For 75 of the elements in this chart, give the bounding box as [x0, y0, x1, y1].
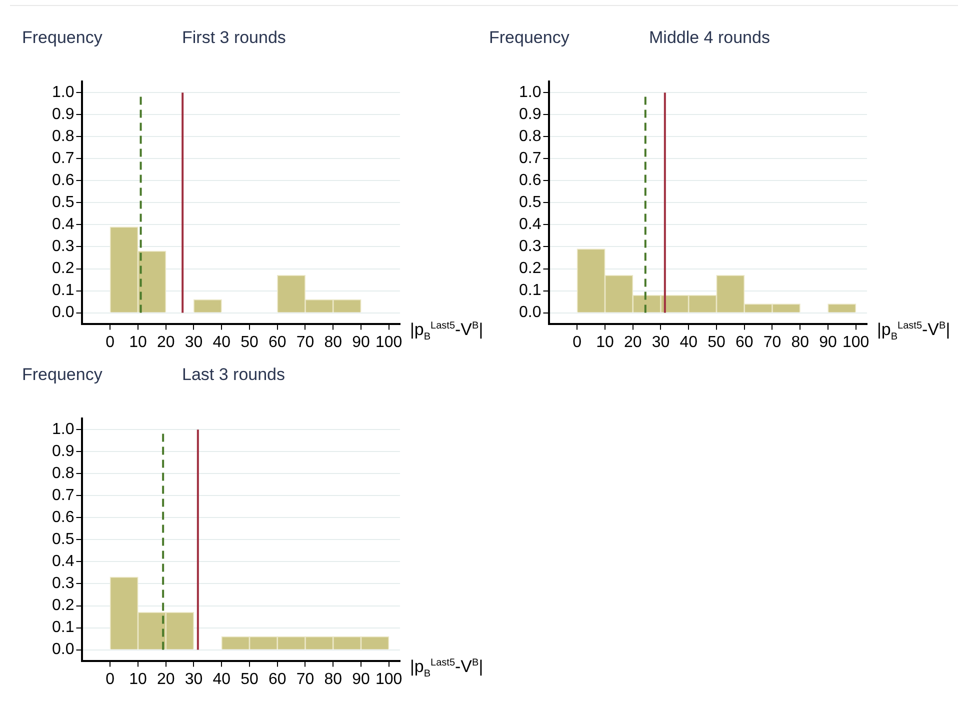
x-tick-label: 50 [240, 334, 258, 351]
x-tick-label: 60 [268, 670, 286, 688]
x-tick-label: 80 [324, 334, 342, 351]
x-tick-label: 70 [763, 334, 782, 351]
y-tick-label: 1.0 [518, 84, 542, 102]
y-tick-label: 0.0 [518, 304, 542, 322]
y-tick-label: 0.7 [518, 150, 542, 168]
y-tick-label: 0.2 [52, 260, 74, 278]
y-tick-label: 0.0 [52, 304, 74, 322]
y-tick-label: 0.1 [52, 619, 74, 636]
x-tick-label: 40 [680, 334, 698, 351]
y-tick-label: 0.7 [52, 150, 74, 168]
y-tick-label: 0.1 [518, 282, 542, 300]
x-tick-label: 20 [624, 334, 642, 351]
x-tick-label: 0 [572, 334, 582, 351]
x-tick-label: 30 [184, 670, 203, 688]
chart-title: First 3 rounds [182, 28, 286, 48]
y-tick-label: 0.6 [52, 172, 74, 190]
y-tick-label: 0.8 [52, 128, 74, 146]
y-tick-label: 1.0 [52, 421, 74, 438]
x-tick-label: 100 [842, 334, 870, 351]
x-tick-label: 80 [324, 670, 342, 688]
x-tick-label: 40 [212, 334, 231, 351]
y-tick-label: 1.0 [52, 84, 74, 102]
y-tick-label: 0.5 [518, 194, 542, 212]
y-tick-label: 0.6 [518, 172, 542, 190]
x-tick-label: 100 [376, 334, 402, 351]
y-tick-label: 0.3 [52, 575, 74, 592]
x-tick-label: 20 [156, 670, 175, 688]
x-tick-label: 0 [106, 334, 115, 351]
y-axis-title: Frequency [22, 365, 102, 385]
x-tick-label: 10 [129, 670, 147, 688]
x-tick-label: 50 [708, 334, 726, 351]
chart-title: Last 3 rounds [182, 365, 286, 385]
y-tick-label: 0.4 [518, 216, 542, 234]
y-axis-title: Frequency [489, 28, 570, 48]
x-tick-label: 50 [240, 670, 258, 688]
y-tick-label: 0.0 [52, 641, 74, 658]
y-tick-label: 0.9 [518, 106, 542, 124]
x-tick-label: 90 [352, 670, 370, 688]
x-tick-label: 60 [268, 334, 286, 351]
y-tick-label: 0.4 [52, 216, 74, 234]
y-tick-label: 0.4 [52, 553, 74, 570]
x-axis-title: |p$_{B}$$^{Last5}$-V$^{B}$| [410, 657, 484, 680]
y-tick-label: 0.9 [52, 443, 74, 460]
x-tick-label: 40 [212, 670, 231, 688]
x-tick-label: 70 [296, 670, 314, 688]
x-tick-label: 60 [735, 334, 754, 351]
x-tick-label: 30 [184, 334, 203, 351]
y-tick-label: 0.7 [52, 487, 74, 504]
x-tick-label: 0 [106, 670, 115, 688]
y-tick-label: 0.6 [52, 509, 74, 526]
x-tick-label: 10 [596, 334, 614, 351]
x-tick-label: 100 [376, 670, 402, 688]
x-tick-label: 80 [791, 334, 810, 351]
x-tick-label: 30 [652, 334, 670, 351]
x-tick-label: 70 [296, 334, 314, 351]
y-tick-label: 0.2 [518, 260, 542, 278]
x-tick-label: 90 [352, 334, 370, 351]
x-tick-label: 20 [156, 334, 175, 351]
y-tick-label: 0.3 [518, 238, 542, 256]
y-tick-label: 0.5 [52, 194, 74, 212]
y-tick-label: 0.5 [52, 531, 74, 548]
y-tick-label: 0.8 [518, 128, 542, 146]
y-tick-label: 0.8 [52, 465, 74, 482]
y-tick-label: 0.1 [52, 282, 74, 300]
x-axis-title: |p$_{B}$$^{Last5}$-V$^{B}$| [410, 320, 484, 342]
y-tick-label: 0.9 [52, 106, 74, 124]
y-tick-label: 0.3 [52, 238, 74, 256]
x-tick-label: 10 [129, 334, 147, 351]
y-axis-title: Frequency [22, 28, 102, 48]
chart-title: Middle 4 rounds [649, 28, 770, 48]
x-tick-label: 90 [819, 334, 837, 351]
y-tick-label: 0.2 [52, 597, 74, 614]
x-axis-title: |p$_{B}$$^{Last5}$-V$^{B}$| [877, 320, 950, 342]
